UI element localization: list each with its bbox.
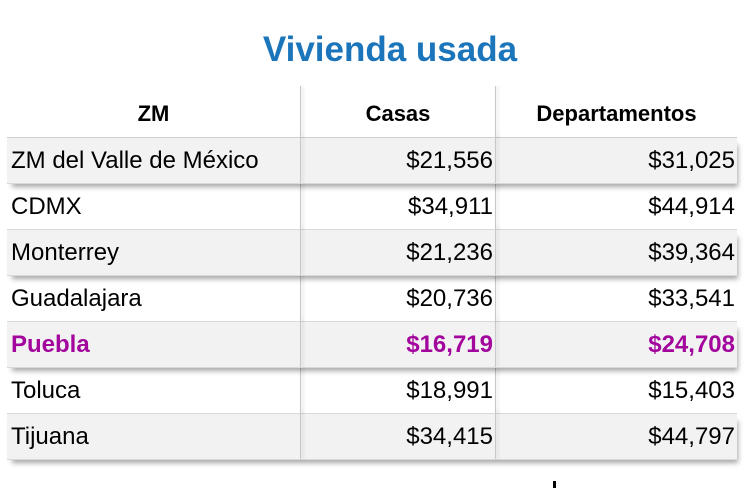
cell-departamentos: $15,403 xyxy=(648,376,735,404)
cell-departamentos: $44,914 xyxy=(648,192,735,220)
cell-zm: Toluca xyxy=(11,376,81,404)
column-divider xyxy=(495,272,496,321)
cell-casas: $16,719 xyxy=(406,330,493,358)
table-header-row: ZM Casas Departamentos xyxy=(7,86,737,138)
cell-zm: CDMX xyxy=(11,192,82,220)
cell-departamentos: $44,797 xyxy=(648,422,735,450)
table-row: Toluca $18,991 $15,403 xyxy=(7,364,737,414)
column-divider xyxy=(495,86,496,137)
column-divider xyxy=(495,318,496,367)
table-row: Monterrey $21,236 $39,364 xyxy=(7,226,737,276)
cell-casas: $21,236 xyxy=(406,238,493,266)
column-divider xyxy=(300,318,301,367)
column-divider xyxy=(495,134,496,183)
cell-zm: ZM del Valle de México xyxy=(11,146,259,174)
column-divider xyxy=(495,410,496,459)
cell-casas: $20,736 xyxy=(406,284,493,312)
column-divider xyxy=(495,226,496,275)
header-casas: Casas xyxy=(365,100,431,126)
header-departamentos: Departamentos xyxy=(536,100,697,126)
column-divider xyxy=(300,272,301,321)
stray-mark xyxy=(553,481,556,488)
cell-casas: $21,556 xyxy=(406,146,493,174)
cell-departamentos: $31,025 xyxy=(648,146,735,174)
table-row: Tijuana $34,415 $44,797 xyxy=(7,410,737,460)
column-divider xyxy=(495,364,496,413)
cell-departamentos: $24,708 xyxy=(648,330,735,358)
table-row: ZM del Valle de México $21,556 $31,025 xyxy=(7,134,737,184)
column-divider xyxy=(495,180,496,229)
page-title: Vivienda usada xyxy=(262,30,518,69)
cell-zm: Tijuana xyxy=(11,422,89,450)
table-row-highlighted: Puebla $16,719 $24,708 xyxy=(7,318,737,368)
column-divider xyxy=(300,226,301,275)
cell-casas: $18,991 xyxy=(406,376,493,404)
column-divider xyxy=(300,134,301,183)
cell-departamentos: $33,541 xyxy=(648,284,735,312)
cell-departamentos: $39,364 xyxy=(648,238,735,266)
column-divider xyxy=(300,86,301,137)
cell-zm: Monterrey xyxy=(11,238,120,266)
column-divider xyxy=(300,180,301,229)
cell-casas: $34,415 xyxy=(406,422,493,450)
table-row: Guadalajara $20,736 $33,541 xyxy=(7,272,737,322)
table-row: CDMX $34,911 $44,914 xyxy=(7,180,737,230)
cell-zm: Puebla xyxy=(11,330,90,358)
cell-zm: Guadalajara xyxy=(11,284,142,312)
column-divider xyxy=(300,410,301,459)
price-table: ZM Casas Departamentos ZM del Valle de M… xyxy=(7,86,737,460)
header-zm: ZM xyxy=(137,100,170,126)
column-divider xyxy=(300,364,301,413)
cell-casas: $34,911 xyxy=(408,192,493,220)
